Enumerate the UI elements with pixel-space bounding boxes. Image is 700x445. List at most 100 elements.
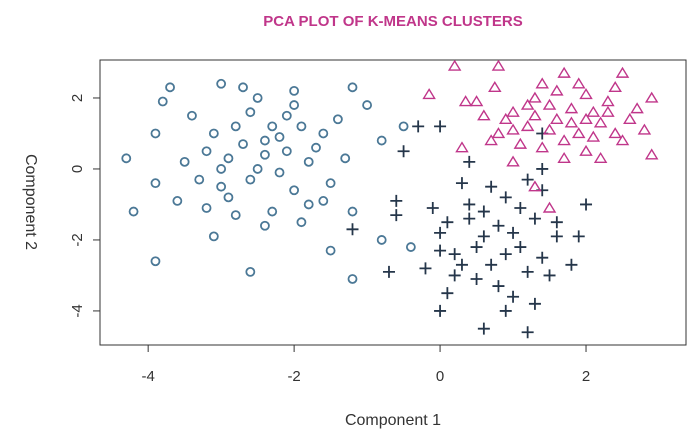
circle-point [121, 153, 132, 164]
circle-point [376, 235, 387, 245]
triangle-point [557, 66, 571, 78]
plus-point [550, 216, 563, 229]
circle-point [165, 82, 175, 93]
y-tick-label: 2 [69, 94, 86, 102]
circle-point [216, 78, 227, 89]
plus-point [536, 162, 549, 175]
plus-point [521, 326, 534, 339]
plus-point [434, 244, 447, 257]
circle-point [252, 164, 263, 174]
plus-point [463, 155, 476, 168]
plus-point [536, 251, 549, 264]
plus-point [477, 205, 490, 218]
circle-point [223, 153, 234, 164]
circle-point [179, 156, 190, 167]
triangle-point [644, 148, 659, 160]
triangle-point [579, 112, 593, 124]
circle-point [245, 266, 256, 277]
circle-point [281, 110, 292, 121]
triangle-point [491, 127, 506, 139]
circle-point [238, 82, 248, 93]
triangle-point [520, 120, 535, 132]
triangle-point [550, 112, 564, 124]
circle-point [260, 135, 270, 146]
triangle-point [571, 127, 586, 139]
circle-point [238, 139, 248, 150]
triangle-point [535, 77, 549, 89]
chart-title: PCA PLOT OF K-MEANS CLUSTERS [263, 13, 522, 30]
plus-point [463, 198, 476, 211]
x-axis-label: Component 1 [345, 412, 441, 429]
triangle-point [601, 105, 615, 117]
triangle-point [477, 109, 491, 121]
plus-point [550, 230, 563, 243]
circle-point [230, 121, 241, 132]
circle-point [150, 128, 161, 139]
plus-point [419, 262, 432, 275]
circle-point [223, 192, 234, 203]
circle-point [296, 121, 307, 132]
triangle-point [469, 95, 484, 107]
circle-point [274, 167, 285, 178]
y-axis-label: Component 2 [22, 154, 39, 250]
circle-point [303, 156, 314, 167]
circle-point [267, 121, 278, 132]
plus-point [382, 265, 395, 278]
circle-point [347, 82, 358, 93]
circle-point [260, 220, 270, 231]
y-tick-label: -2 [69, 233, 86, 246]
plus-point [470, 272, 483, 285]
circle-point [376, 135, 387, 146]
plus-point [528, 212, 541, 225]
triangle-point [542, 98, 557, 110]
triangle-point [528, 180, 542, 192]
circle-point [194, 174, 205, 185]
x-tick-label: -4 [141, 368, 154, 385]
triangle-point [506, 123, 520, 135]
plus-point [521, 173, 534, 186]
circle-point [267, 206, 278, 217]
plus-point [346, 223, 359, 236]
circle-point [303, 199, 314, 210]
circle-point [245, 107, 256, 118]
y-axis: -4 -2 0 2 [69, 94, 100, 318]
circle-point [289, 100, 300, 110]
circle-point [289, 185, 300, 196]
plus-point [565, 258, 578, 271]
triangle-point [615, 134, 630, 146]
circle-point [325, 245, 336, 256]
circle-point [201, 146, 212, 157]
triangle-point [488, 80, 502, 93]
circle-point [333, 114, 343, 125]
triangle-point [557, 151, 571, 164]
triangle-point [422, 88, 436, 100]
plus-point [448, 269, 461, 282]
circle-point [187, 110, 197, 121]
triangle-point [484, 134, 498, 146]
triangle-point [528, 91, 542, 103]
plus-point [514, 202, 527, 215]
circle-point [172, 196, 183, 206]
triangle-point [593, 151, 608, 164]
circle-point [405, 242, 416, 252]
triangle-point [586, 130, 601, 142]
plus-point [485, 258, 498, 271]
circle-point [311, 142, 321, 153]
plus-point [492, 280, 505, 293]
circle-point [150, 178, 161, 189]
plus-point [426, 202, 439, 215]
plus-point [390, 194, 403, 207]
triangle-point [455, 141, 469, 153]
plus-point [499, 304, 512, 317]
plus-point [434, 304, 447, 317]
circle-point [347, 274, 358, 284]
circle-point [208, 231, 219, 242]
circle-point [347, 206, 358, 217]
x-tick-label: -2 [287, 368, 300, 385]
circle-point [230, 210, 241, 220]
triangle-point [513, 137, 528, 149]
triangle-point [630, 102, 644, 114]
circle-point [289, 85, 300, 96]
x-tick-label: 0 [436, 368, 444, 385]
